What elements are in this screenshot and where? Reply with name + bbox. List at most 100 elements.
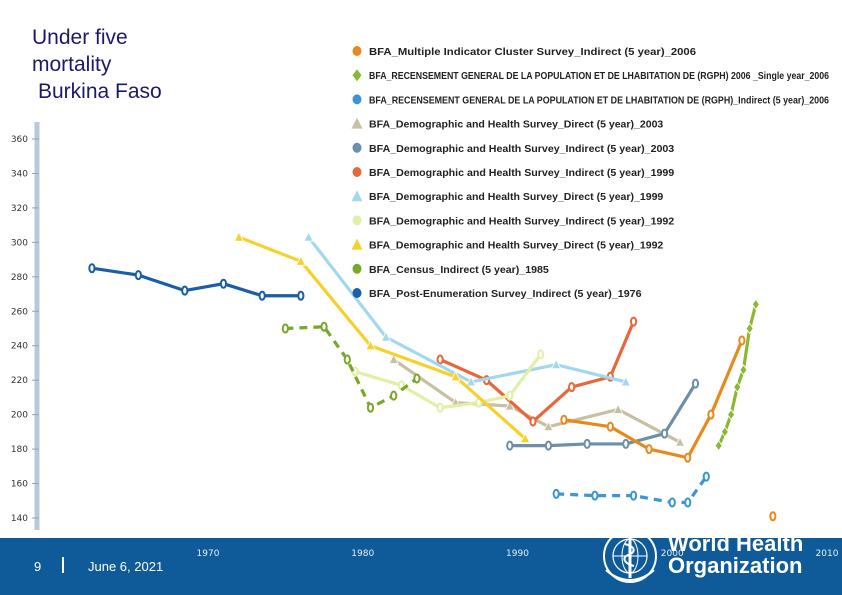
- who-line-1: World Health: [668, 531, 804, 556]
- x-tick-label: 2000: [661, 549, 684, 559]
- title-line-2: mortality: [32, 53, 112, 76]
- legend-marker: [352, 142, 362, 153]
- data-point: [645, 444, 653, 455]
- legend-item: BFA_Post-Enumeration Survey_Indirect (5 …: [352, 288, 642, 300]
- data-point: [751, 298, 760, 311]
- data-point: [465, 376, 477, 387]
- legend-item: BFA_Demographic and Health Survey_Direct…: [351, 190, 663, 203]
- page-number: 9: [34, 559, 42, 574]
- data-point: [543, 420, 554, 432]
- legend-item: BFA_Demographic and Health Survey_Direct…: [351, 117, 663, 131]
- series-9: [281, 321, 421, 413]
- data-point: [622, 438, 630, 449]
- series-line: [392, 358, 681, 444]
- x-tick-label: 1970: [197, 549, 220, 559]
- legend-item: BFA_Census_Indirect (5 year)_1985: [352, 263, 549, 276]
- y-tick-label: 160: [11, 480, 28, 490]
- legend-label: BFA_Multiple Indicator Cluster Survey_In…: [369, 46, 696, 58]
- data-point: [506, 440, 514, 451]
- y-tick-label: 240: [11, 342, 28, 352]
- series-0: [769, 511, 777, 522]
- series-4: [506, 378, 700, 451]
- footer-bar: [0, 538, 842, 595]
- y-tick-label: 280: [11, 273, 28, 283]
- data-point: [733, 381, 742, 393]
- legend-label: BFA_Demographic and Health Survey_Indire…: [369, 215, 674, 227]
- data-point: [583, 438, 591, 449]
- data-point: [380, 331, 392, 342]
- legend-item: BFA_RECENSEMENT GENERAL DE LA POPULATION…: [352, 94, 829, 106]
- x-tick-label: 2010: [816, 549, 839, 559]
- data-point: [295, 255, 306, 266]
- legend-marker: [352, 167, 362, 177]
- data-point: [552, 488, 560, 499]
- y-tick-label: 300: [11, 238, 28, 248]
- data-point: [738, 335, 746, 346]
- series-line: [307, 236, 627, 384]
- legend-label: BFA_Demographic and Health Survey_Direct…: [369, 119, 663, 131]
- series-10: [88, 263, 305, 301]
- data-point: [684, 452, 692, 463]
- legend-marker: [351, 238, 363, 250]
- series-line: [556, 475, 708, 505]
- data-point: [529, 416, 537, 427]
- data-point: [629, 316, 638, 327]
- y-tick-label: 320: [11, 204, 28, 214]
- data-point: [551, 358, 562, 370]
- data-point: [233, 231, 245, 242]
- data-point: [720, 426, 729, 438]
- page-title: Under five mortality Burkina Faso: [32, 24, 232, 105]
- legend-label: BFA_Demographic and Health Survey_Direct…: [369, 240, 663, 252]
- data-point: [504, 400, 515, 411]
- data-point: [620, 376, 631, 387]
- series-line: [354, 353, 542, 410]
- who-line-2: Organization: [668, 553, 803, 578]
- data-point: [366, 402, 375, 413]
- x-tick-label: 1980: [351, 549, 374, 559]
- data-point: [537, 349, 545, 360]
- data-point: [436, 402, 444, 413]
- series-7: [351, 349, 545, 413]
- series-line: [509, 382, 697, 448]
- data-point: [629, 490, 638, 501]
- legend-item: BFA_Multiple Indicator Cluster Survey_In…: [352, 46, 696, 58]
- footer-date: June 6, 2021: [88, 559, 164, 574]
- data-point: [520, 432, 531, 444]
- data-point: [436, 354, 444, 365]
- series-6: [303, 231, 631, 387]
- legend-label: BFA_Post-Enumeration Survey_Indirect (5 …: [369, 288, 642, 300]
- data-point: [684, 497, 692, 508]
- data-point: [258, 290, 266, 301]
- data-point: [769, 511, 777, 522]
- series-5: [436, 316, 638, 427]
- title-line-3: Burkina Faso: [38, 80, 162, 103]
- y-tick-label: 180: [11, 445, 28, 455]
- y-tick-label: 220: [11, 376, 28, 386]
- title-line-1: Under five: [32, 26, 128, 49]
- data-point: [544, 440, 553, 451]
- legend-marker: [351, 190, 363, 202]
- data-point: [702, 471, 710, 482]
- data-point: [365, 339, 376, 351]
- series-line: [439, 320, 636, 424]
- data-point: [568, 382, 576, 393]
- legend-item: BFA_Demographic and Health Survey_Direct…: [351, 238, 663, 252]
- series-2: [552, 471, 710, 508]
- data-point: [297, 290, 305, 301]
- legend-marker: [352, 215, 362, 226]
- y-tick-label: 260: [11, 307, 28, 317]
- y-tick-label: 200: [11, 411, 28, 421]
- x-tick-label: 1990: [506, 549, 529, 559]
- series-8: [233, 231, 531, 444]
- series-1: [714, 298, 760, 452]
- legend-item: BFA_Demographic and Health Survey_Indire…: [352, 215, 674, 227]
- legend-marker: [352, 288, 362, 298]
- series-line: [91, 266, 301, 298]
- legend-label: BFA_Census_Indirect (5 year)_1985: [369, 264, 549, 276]
- data-point: [591, 490, 599, 501]
- legend-marker: [352, 263, 362, 274]
- series-line: [285, 325, 418, 410]
- data-point: [707, 409, 715, 420]
- legend-label: BFA_Demographic and Health Survey_Indire…: [369, 167, 674, 179]
- data-point: [674, 436, 686, 447]
